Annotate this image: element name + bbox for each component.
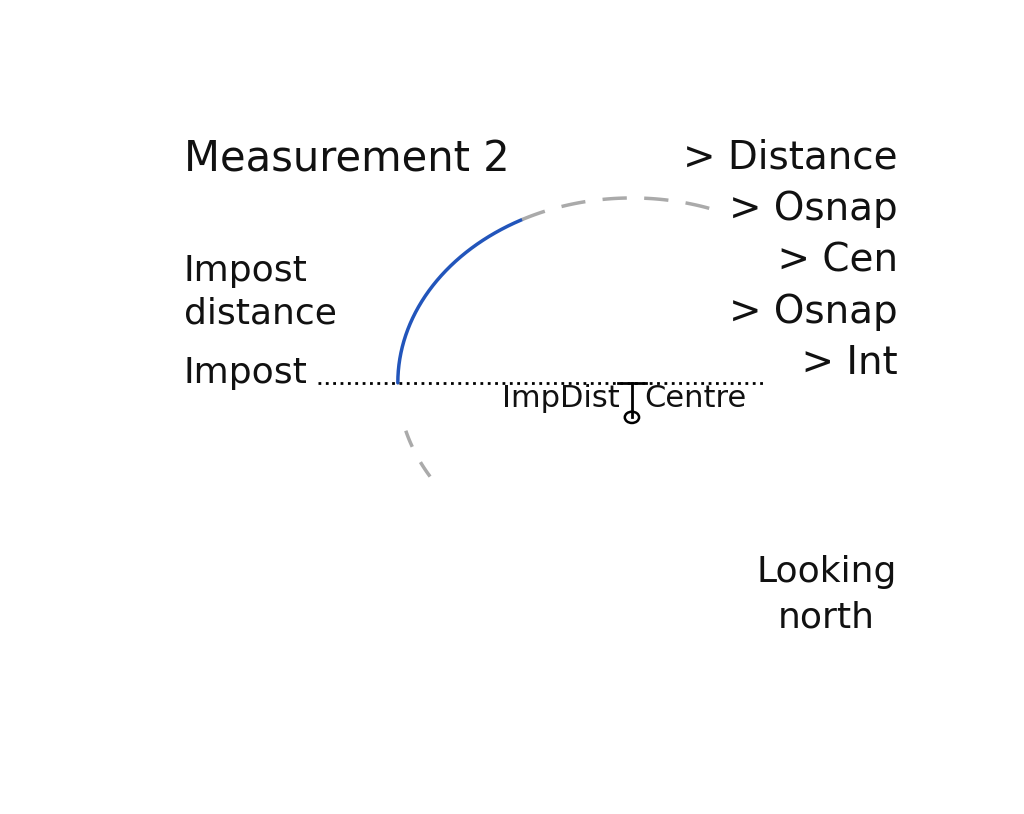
- Text: Looking
north: Looking north: [756, 555, 897, 634]
- Text: Impost
distance: Impost distance: [183, 254, 337, 330]
- Text: Measurement 2: Measurement 2: [183, 138, 509, 181]
- Text: Impost: Impost: [183, 357, 307, 391]
- Text: Centre: Centre: [644, 384, 746, 413]
- Text: ImpDist: ImpDist: [503, 384, 620, 413]
- Text: > Distance
> Osnap
    > Cen
> Osnap
    > Int: > Distance > Osnap > Cen > Osnap > Int: [683, 138, 898, 383]
